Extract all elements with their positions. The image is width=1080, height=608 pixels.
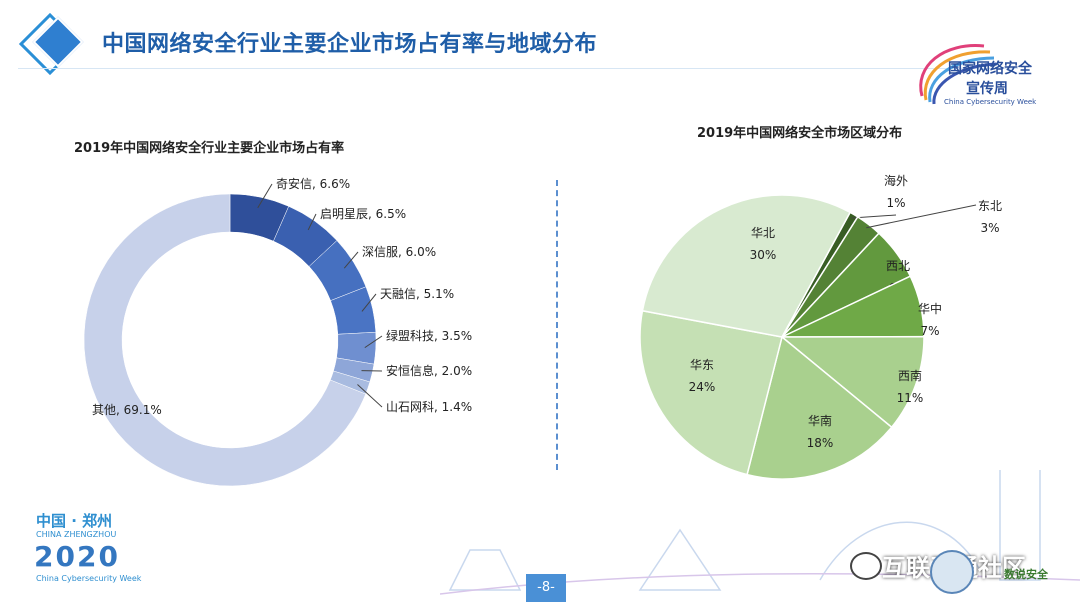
city-skyline-decoration xyxy=(440,470,1080,595)
donut-leader-line-7 xyxy=(357,384,383,408)
city-en-label: CHINA ZHENGZHOU xyxy=(36,530,117,539)
pie-category-label-3: 西北 xyxy=(886,259,910,273)
page-number: -8- xyxy=(526,574,566,602)
pie-value-label-8: 30% xyxy=(750,248,777,262)
logo-title-line1: 国家网络安全 xyxy=(948,61,1032,77)
pie-slice-7 xyxy=(639,309,783,476)
donut-chart-title: 2019年中国网络安全行业主要企业市场占有率 xyxy=(74,141,345,156)
pie-leader-line-2 xyxy=(866,204,977,229)
pie-value-label-5: 11% xyxy=(897,391,924,405)
logo-title-line2: 宣传周 xyxy=(966,81,1008,97)
donut-label-5: 绿盟科技, 3.5% xyxy=(386,328,472,343)
donut-label-6: 安恒信息, 2.0% xyxy=(386,363,472,378)
pie-slice-8 xyxy=(641,194,852,338)
pie-category-label-2: 东北 xyxy=(978,199,1002,213)
donut-label-8: 其他, 69.1% xyxy=(92,403,162,417)
donut-leader-line-5 xyxy=(364,335,383,349)
dashed-divider xyxy=(556,180,558,470)
emblem-icon xyxy=(930,550,974,594)
title-underline xyxy=(18,68,1018,69)
logo-subtitle: China Cybersecurity Week xyxy=(944,98,1037,106)
donut-slice-8 xyxy=(83,193,366,487)
pie-category-label-1: 海外 xyxy=(884,173,908,188)
pie-category-label-8: 华北 xyxy=(751,226,775,240)
pie-slice-6 xyxy=(746,335,893,480)
zhengzhou-2020-logo: 中国 · 郑州 CHINA ZHENGZHOU 2020 China Cyber… xyxy=(30,510,160,590)
week-en-label: China Cybersecurity Week xyxy=(36,574,142,583)
cybersecurity-week-logo: 国家网络安全 宣传周 China Cybersecurity Week xyxy=(904,36,1056,114)
donut-label-2: 启明星辰, 6.5% xyxy=(320,207,406,221)
donut-leader-line-4 xyxy=(361,293,377,312)
donut-label-3: 深信服, 6.0% xyxy=(362,245,436,259)
pie-chart-title: 2019年中国网络安全市场区域分布 xyxy=(697,126,903,141)
city-cn-label: 中国 · 郑州 xyxy=(36,512,113,530)
pie-slice-5 xyxy=(779,335,925,429)
pie-category-label-5: 西南 xyxy=(898,368,922,383)
donut-label-1: 奇安信, 6.6% xyxy=(276,176,350,191)
pie-category-label-7: 华东 xyxy=(690,358,714,372)
donut-label-4: 天融信, 5.1% xyxy=(380,287,454,301)
pie-category-label-6: 华南 xyxy=(808,413,832,428)
pie-value-label-1: 1% xyxy=(886,196,905,210)
logo-swirl-icon xyxy=(919,44,997,105)
donut-label-7: 山石网科, 1.4% xyxy=(386,400,472,414)
pie-value-label-7: 24% xyxy=(689,380,716,394)
wechat-icon xyxy=(850,552,882,580)
pie-value-label-4: 7% xyxy=(920,324,939,338)
year-label: 2020 xyxy=(34,540,120,573)
donut-leader-line-1 xyxy=(257,183,273,209)
page-title: 中国网络安全行业主要企业市场占有率与地域分布 xyxy=(102,32,598,57)
brand-label: 数说安全 xyxy=(1004,568,1048,581)
pie-category-label-4: 华中 xyxy=(918,301,942,316)
donut-leader-line-2 xyxy=(307,213,317,231)
pie-value-label-6: 18% xyxy=(807,436,834,450)
pie-value-label-2: 3% xyxy=(980,221,999,235)
title-bar: 中国网络安全行业主要企业市场占有率与地域分布 xyxy=(18,12,1018,76)
donut-leader-line-3 xyxy=(343,251,359,269)
